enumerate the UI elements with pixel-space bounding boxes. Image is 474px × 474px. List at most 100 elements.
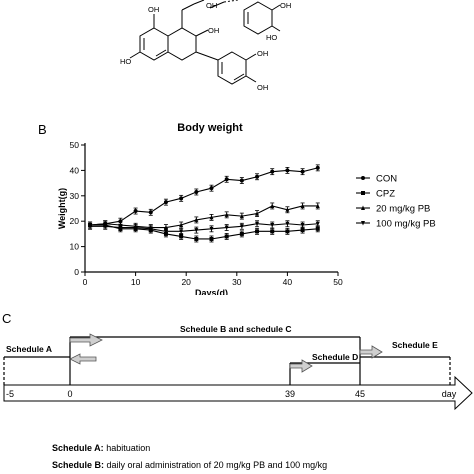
- panel-label-b: B: [38, 122, 47, 137]
- data-point: [194, 228, 199, 233]
- schedule-bc-label: Schedule B and schedule C: [180, 324, 291, 334]
- oh-label: OH: [257, 83, 268, 92]
- data-point: [255, 221, 260, 227]
- data-point: [133, 209, 138, 214]
- data-point: [179, 229, 184, 234]
- data-point: [148, 210, 153, 215]
- data-point: [209, 186, 214, 191]
- legend-marker: [361, 205, 365, 210]
- data-point: [300, 203, 305, 208]
- data-point: [270, 229, 275, 234]
- data-point: [179, 234, 184, 239]
- data-point: [300, 223, 305, 228]
- y-tick-label: 0: [74, 267, 79, 277]
- legend-label: 20 mg/kg PB: [376, 204, 430, 215]
- x-tick-label: 10: [131, 277, 141, 287]
- data-point: [270, 203, 275, 208]
- data-point: [88, 224, 93, 229]
- x-tick-label: 40: [283, 277, 293, 287]
- data-point: [300, 169, 305, 174]
- y-tick-label: 30: [70, 191, 80, 201]
- oh-label: OH: [148, 5, 159, 14]
- y-tick-label: 50: [70, 140, 80, 150]
- data-point: [285, 168, 290, 173]
- ho-label: HO: [120, 57, 131, 66]
- oh-label: OH: [280, 1, 291, 10]
- y-axis-label: Weight(g): [57, 188, 67, 229]
- data-point: [209, 226, 214, 232]
- tick-label: day: [442, 389, 457, 399]
- legend-label: CPZ: [376, 189, 395, 200]
- data-point: [103, 224, 108, 229]
- data-point: [148, 226, 153, 232]
- y-tick-label: 20: [70, 216, 80, 226]
- y-tick-label: 10: [70, 242, 80, 252]
- chemical-structure: OH OH OH HO OH HO OH OH: [120, 0, 291, 92]
- series-line: [90, 205, 318, 229]
- tick-label: 39: [285, 389, 295, 399]
- body-weight-chart: Body weight 0 10 20 30 40 50 0 10 20 30 40 50 Days(d)…: [57, 122, 436, 295]
- data-point: [194, 236, 199, 241]
- x-axis-label: Days(d): [195, 288, 228, 295]
- legend-marker: [361, 221, 365, 226]
- data-point: [239, 213, 244, 219]
- data-point: [270, 223, 275, 228]
- y-tick-label: 40: [70, 165, 80, 175]
- data-point: [224, 225, 229, 231]
- data-point: [133, 225, 138, 231]
- data-point: [285, 207, 290, 212]
- x-tick-label: 30: [232, 277, 242, 287]
- tick-label: 0: [67, 389, 72, 399]
- data-point: [224, 177, 229, 182]
- tick-label: 45: [355, 389, 365, 399]
- legend-label: CON: [376, 174, 397, 185]
- data-point: [239, 231, 244, 236]
- data-point: [255, 211, 260, 216]
- note-schedule-b: Schedule B: daily oral administration of…: [52, 460, 327, 470]
- data-point: [179, 196, 184, 201]
- data-point: [255, 229, 260, 234]
- data-point: [315, 165, 320, 170]
- schedule-a-label: Schedule A: [6, 344, 52, 354]
- series-line: [90, 167, 318, 226]
- series-line: [90, 223, 318, 232]
- data-point: [315, 226, 320, 231]
- schedule-e-label: Schedule E: [392, 340, 438, 350]
- data-point: [315, 203, 320, 208]
- tick-label: -5: [6, 389, 14, 399]
- data-point: [285, 221, 290, 227]
- schedule-d-label: Schedule D: [312, 352, 358, 362]
- data-point: [194, 189, 199, 194]
- data-point: [209, 236, 214, 241]
- data-point: [255, 174, 260, 179]
- note-label: Schedule B:: [52, 460, 105, 470]
- note-schedule-a: Schedule A: habituation: [52, 443, 150, 453]
- data-point: [239, 178, 244, 183]
- oh-label: OH: [208, 26, 219, 35]
- legend-marker: [361, 176, 365, 180]
- data-point: [270, 169, 275, 174]
- oh-label: OH: [257, 49, 268, 58]
- series-line: [90, 224, 318, 240]
- x-tick-label: 50: [333, 277, 343, 287]
- x-tick-label: 20: [181, 277, 191, 287]
- note-text: habituation: [103, 443, 151, 453]
- panel-label-c: C: [2, 311, 12, 326]
- data-point: [209, 214, 214, 220]
- note-label: Schedule A:: [52, 443, 104, 453]
- data-point: [163, 229, 168, 234]
- chart-title: Body weight: [177, 122, 243, 134]
- ho-label: HO: [266, 33, 277, 42]
- x-tick-label: 0: [83, 277, 88, 287]
- data-point: [224, 212, 229, 217]
- data-point: [163, 200, 168, 205]
- data-point: [224, 234, 229, 239]
- schedule-timeline: Schedule A Schedule B and schedule C Sch…: [3, 324, 473, 411]
- oh-label: OH: [206, 1, 217, 10]
- data-point: [194, 217, 199, 222]
- data-point: [118, 225, 123, 231]
- legend-marker: [361, 191, 365, 195]
- data-point: [315, 221, 320, 227]
- data-point: [239, 224, 244, 229]
- timeline-arrow: [3, 375, 473, 411]
